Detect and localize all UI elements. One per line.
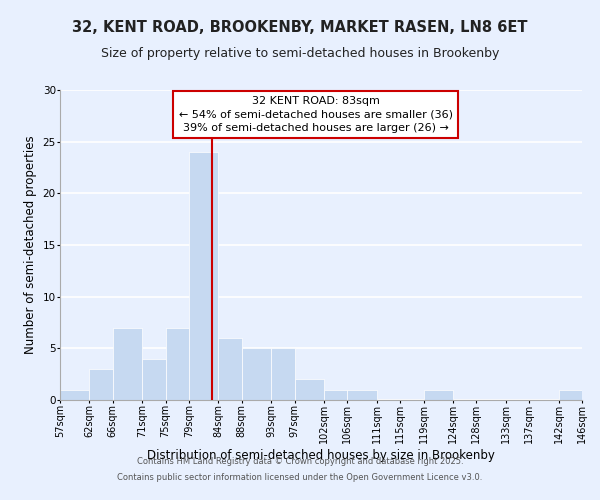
Y-axis label: Number of semi-detached properties: Number of semi-detached properties	[24, 136, 37, 354]
Bar	[424, 390, 453, 400]
Bar	[559, 390, 582, 400]
Bar	[295, 380, 324, 400]
Bar	[89, 369, 113, 400]
Text: 32 KENT ROAD: 83sqm
← 54% of semi-detached houses are smaller (36)
39% of semi-d: 32 KENT ROAD: 83sqm ← 54% of semi-detach…	[179, 96, 453, 132]
Bar	[242, 348, 271, 400]
Text: Size of property relative to semi-detached houses in Brookenby: Size of property relative to semi-detach…	[101, 48, 499, 60]
Bar	[60, 390, 89, 400]
Bar	[347, 390, 377, 400]
Bar	[189, 152, 218, 400]
Bar	[142, 358, 166, 400]
Text: Contains HM Land Registry data © Crown copyright and database right 2025.: Contains HM Land Registry data © Crown c…	[137, 458, 463, 466]
Bar	[218, 338, 242, 400]
Bar	[166, 328, 189, 400]
Bar	[113, 328, 142, 400]
Bar	[271, 348, 295, 400]
Bar	[324, 390, 347, 400]
Text: 32, KENT ROAD, BROOKENBY, MARKET RASEN, LN8 6ET: 32, KENT ROAD, BROOKENBY, MARKET RASEN, …	[72, 20, 528, 35]
Text: Contains public sector information licensed under the Open Government Licence v3: Contains public sector information licen…	[118, 472, 482, 482]
X-axis label: Distribution of semi-detached houses by size in Brookenby: Distribution of semi-detached houses by …	[147, 449, 495, 462]
